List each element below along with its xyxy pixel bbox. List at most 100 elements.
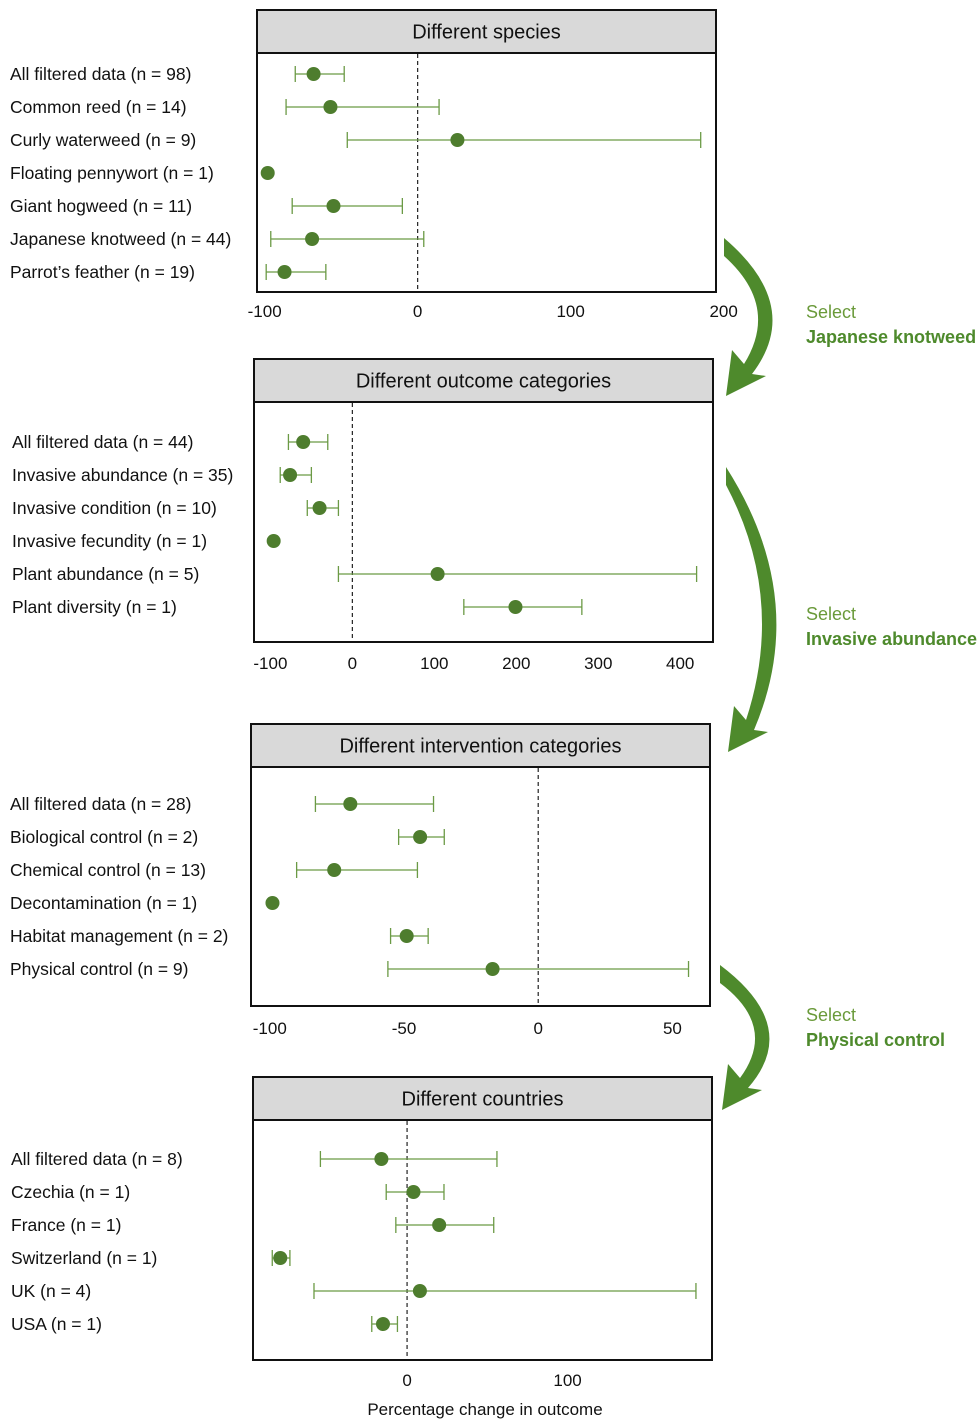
estimate-row <box>397 829 445 845</box>
x-tick-label: 100 <box>553 1371 581 1390</box>
transition-label-3: Select Physical control <box>806 1005 945 1050</box>
x-tick-label: -100 <box>253 1019 287 1038</box>
row-label: Chemical control (n = 13) <box>10 860 206 880</box>
point-estimate-marker <box>399 929 414 943</box>
estimate-row <box>285 99 440 115</box>
point-estimate-marker <box>375 1317 390 1331</box>
estimate-row <box>319 1151 498 1167</box>
plot-frame <box>252 1119 713 1361</box>
row-label: Floating pennywort (n = 1) <box>10 163 214 183</box>
estimate-row <box>291 198 404 214</box>
point-estimate-marker <box>323 100 338 114</box>
point-estimate-marker <box>343 797 358 811</box>
panel-2: Different outcome categories All filtered… <box>12 358 714 673</box>
x-tick-label: 100 <box>420 654 448 673</box>
estimate-row <box>270 231 425 247</box>
row-label: Parrot’s feather (n = 19) <box>10 262 195 282</box>
point-estimate-marker <box>266 534 281 548</box>
transition-arrows <box>720 238 777 1110</box>
estimate-row <box>294 66 345 82</box>
estimate-row <box>306 500 340 516</box>
row-label: Japanese knotweed (n = 44) <box>10 229 231 249</box>
point-estimate-marker <box>312 501 327 515</box>
plot-frame <box>253 401 714 643</box>
transition-1-line2: Japanese knotweed <box>806 327 976 347</box>
x-tick-label: -100 <box>253 654 287 673</box>
estimate-row <box>346 132 702 148</box>
point-estimate-marker <box>277 265 292 279</box>
point-estimate-marker <box>450 133 465 147</box>
row-label: Physical control (n = 9) <box>10 959 188 979</box>
row-label: Switzerland (n = 1) <box>11 1248 157 1268</box>
x-tick-label: 300 <box>584 654 612 673</box>
row-label: UK (n = 4) <box>11 1281 91 1301</box>
point-estimate-marker <box>283 468 298 482</box>
row-label: Biological control (n = 2) <box>10 827 198 847</box>
panels: Different species All filtered data (n = … <box>10 9 738 1390</box>
x-tick-label: 400 <box>666 654 694 673</box>
point-estimate-marker <box>273 1251 288 1265</box>
transition-label-1: Select Japanese knotweed <box>806 302 976 347</box>
point-estimate-marker <box>432 1218 447 1232</box>
transition-3-line1: Select <box>806 1005 856 1025</box>
point-estimate-marker <box>508 600 523 614</box>
row-label: Curly waterweed (n = 9) <box>10 130 196 150</box>
panel-header <box>253 358 714 403</box>
row-label: Invasive condition (n = 10) <box>12 498 217 518</box>
plot-frame <box>250 766 711 1007</box>
x-tick-label: 50 <box>663 1019 682 1038</box>
x-tick-label: -50 <box>392 1019 417 1038</box>
row-label: Common reed (n = 14) <box>10 97 187 117</box>
estimate-row <box>337 566 698 582</box>
transition-2-line1: Select <box>806 604 856 624</box>
estimate-row <box>265 264 327 280</box>
x-tick-label: 200 <box>709 302 737 321</box>
point-estimate-marker <box>326 199 341 213</box>
estimate-row <box>389 928 429 944</box>
plot-frame <box>256 52 717 293</box>
transition-label-2: Select Invasive abundance <box>806 604 977 649</box>
transition-1-line1: Select <box>806 302 856 322</box>
x-tick-label: 100 <box>556 302 584 321</box>
transition-3-line2: Physical control <box>806 1030 945 1050</box>
point-estimate-marker <box>306 67 321 81</box>
estimate-row <box>279 467 313 483</box>
x-tick-label: 0 <box>348 654 357 673</box>
transition-arrow-1 <box>724 238 773 396</box>
estimate-row <box>271 1250 291 1266</box>
x-tick-label: -100 <box>248 302 282 321</box>
estimate-row <box>387 961 690 977</box>
estimate-row <box>260 166 275 180</box>
row-label: All filtered data (n = 8) <box>11 1149 183 1169</box>
point-estimate-marker <box>412 1284 427 1298</box>
row-label: Czechia (n = 1) <box>11 1182 130 1202</box>
row-label: Invasive abundance (n = 35) <box>12 465 233 485</box>
estimate-row <box>463 599 583 615</box>
x-tick-label: 200 <box>502 654 530 673</box>
estimate-row <box>265 896 280 910</box>
panel-title: Different species <box>412 22 561 44</box>
row-label: France (n = 1) <box>11 1215 121 1235</box>
point-estimate-marker <box>327 863 342 877</box>
row-label: Plant diversity (n = 1) <box>12 597 177 617</box>
transition-2-line2: Invasive abundance <box>806 629 977 649</box>
panel-1: Different species All filtered data (n = … <box>10 9 738 321</box>
point-estimate-marker <box>406 1185 421 1199</box>
x-tick-label: 0 <box>413 302 422 321</box>
x-axis-title: Percentage change in outcome <box>367 1400 602 1419</box>
x-tick-label: 0 <box>533 1019 542 1038</box>
panel-4: Different countries All filtered data (n … <box>11 1076 713 1390</box>
estimate-row <box>287 434 329 450</box>
estimate-row <box>314 796 435 812</box>
row-label: Giant hogweed (n = 11) <box>10 196 192 216</box>
estimate-row <box>385 1184 445 1200</box>
point-estimate-marker <box>305 232 320 246</box>
row-label: USA (n = 1) <box>11 1314 102 1334</box>
row-label: All filtered data (n = 28) <box>10 794 191 814</box>
panel-title: Different outcome categories <box>356 371 611 393</box>
transition-arrow-3 <box>720 965 770 1110</box>
transition-arrow-2 <box>726 467 777 752</box>
row-label: All filtered data (n = 98) <box>10 64 191 84</box>
row-label: Plant abundance (n = 5) <box>12 564 199 584</box>
